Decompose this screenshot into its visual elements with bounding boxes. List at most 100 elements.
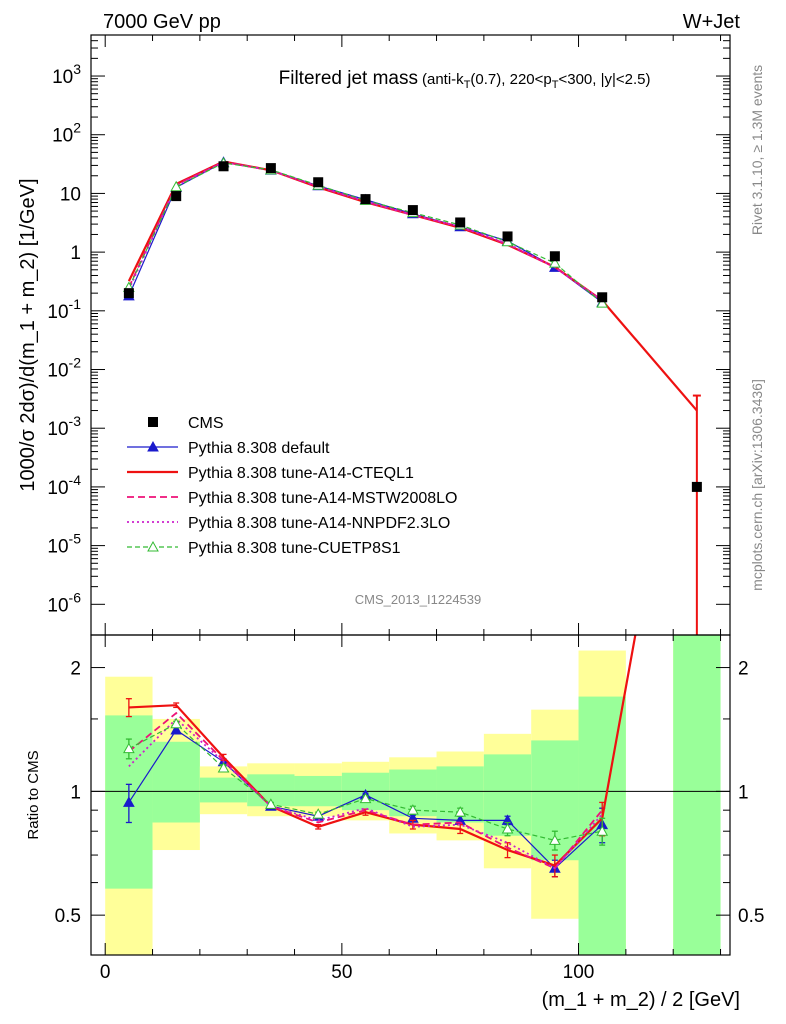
process-label: W+Jet xyxy=(683,11,741,33)
ratio-y-tick-label-left-1: 1 xyxy=(70,782,81,803)
x-tick-label-100: 100 xyxy=(563,962,595,983)
main-line-nnpdf xyxy=(128,161,603,302)
ratio-marker-cuetp8s1-1 xyxy=(170,717,183,729)
y-tick-label-9: 103 xyxy=(52,61,81,88)
chart-title: Filtered jet mass xyxy=(279,68,418,89)
y-tick-label-5: 10-1 xyxy=(47,296,81,323)
y-tick-label-2: 10-4 xyxy=(47,472,81,499)
cms-point-7 xyxy=(455,217,466,228)
ratio-series-mstw xyxy=(128,711,603,870)
legend-item-mstw: Pythia 8.308 tune-A14-MSTW2008LO xyxy=(127,490,457,507)
main-panel-frame xyxy=(90,34,731,636)
ratio-y-tick-label-left-0: 0.5 xyxy=(55,906,81,927)
legend-item-nnpdf: Pythia 8.308 tune-A14-NNPDF2.3LO xyxy=(127,515,450,532)
ratio-band-inner-2 xyxy=(199,777,248,803)
ratio-marker-cuetp8s1-3 xyxy=(265,798,277,809)
main-series-group xyxy=(123,156,702,635)
ratio-series-nnpdf xyxy=(128,717,603,870)
y-tick-label-1: 10-5 xyxy=(47,531,81,558)
cms-point-5 xyxy=(360,194,371,205)
y-tick-label-8: 102 xyxy=(52,120,81,147)
legend-item-default: Pythia 8.308 default xyxy=(127,440,330,457)
x-tick-label-50: 50 xyxy=(331,962,352,983)
title-suffix-part-b: (0.7), 220<p xyxy=(470,71,551,88)
main-marker-cuetp8s1-9 xyxy=(549,257,561,268)
ratio-band-inner-11 xyxy=(673,635,721,955)
cms-point-10 xyxy=(597,292,608,303)
x-tick-label-0: 0 xyxy=(100,962,111,983)
legend-item-cuetp8s1: Pythia 8.308 tune-CUETP8S1 xyxy=(127,540,401,557)
mcplots-label: mcplots.cern.ch [arXiv:1306.3436] xyxy=(749,379,765,591)
ratio-marker-default-1 xyxy=(170,723,183,735)
main-series-cuetp8s1 xyxy=(123,156,609,308)
y-tick-label-4: 10-2 xyxy=(47,355,81,382)
chart-title-suffix: (anti-kT(0.7), 220<pT<300, |y|<2.5) xyxy=(422,71,651,91)
ratio-line-mstw xyxy=(128,711,603,870)
ratio-panel-frame xyxy=(90,634,731,956)
ratio-y-tick-label-left-2: 2 xyxy=(70,659,81,680)
y-tick-label-3: 10-3 xyxy=(47,413,81,440)
legend-label-cteql1: Pythia 8.308 tune-A14-CTEQL1 xyxy=(188,465,414,482)
ratio-band-inner-1 xyxy=(152,741,200,823)
cms-point-2 xyxy=(218,161,229,172)
legend-label-nnpdf: Pythia 8.308 tune-A14-NNPDF2.3LO xyxy=(188,515,450,532)
main-marker-cuetp8s1-10 xyxy=(596,297,609,308)
ratio-y-tick-label-right-1: 1 xyxy=(738,782,749,803)
legend-marker-default xyxy=(147,440,159,452)
ratio-marker-cuetp8s1-9 xyxy=(549,834,561,845)
rivet-version-label: Rivet 3.1.10, ≥ 1.3M events xyxy=(749,65,765,235)
legend-item-cms: CMS xyxy=(148,415,224,432)
main-series-cteql1 xyxy=(127,160,701,635)
legend-item-cteql1: Pythia 8.308 tune-A14-CTEQL1 xyxy=(127,465,414,482)
cms-point-6 xyxy=(407,205,418,216)
main-series-mstw xyxy=(128,160,603,302)
ratio-bands xyxy=(91,635,730,955)
cms-point-3 xyxy=(265,163,276,174)
ratio-marker-cuetp8s1-7 xyxy=(454,806,467,817)
main-series-default xyxy=(123,156,609,307)
y-tick-label-6: 1 xyxy=(70,243,81,264)
ratio-marker-cuetp8s1-0 xyxy=(123,742,135,754)
ratio-marker-cuetp8s1-8 xyxy=(501,822,514,834)
cms-point-0 xyxy=(123,288,134,299)
axes-group: 0 50 100 10-6 10-5 10-4 10-3 10-2 10-1 1 10 102 103 0… xyxy=(47,34,764,983)
y-tick-label-0: 10-6 xyxy=(47,589,81,616)
cms-point-4 xyxy=(313,177,324,188)
ratio-y-tick-label-right-2: 2 xyxy=(738,659,749,680)
ratio-y-tick-label-right-0: 0.5 xyxy=(738,906,764,927)
ratio-series-group xyxy=(123,634,637,878)
ratio-line-nnpdf xyxy=(128,717,603,870)
title-suffix-part-c: <300, |y|<2.5) xyxy=(558,71,650,88)
cms-point-11 xyxy=(691,481,702,492)
main-line-default xyxy=(128,161,603,303)
ratio-marker-cuetp8s1-10 xyxy=(596,825,609,836)
energy-label: 7000 GeV pp xyxy=(103,11,221,33)
legend-label-mstw: Pythia 8.308 tune-A14-MSTW2008LO xyxy=(188,490,457,507)
title-suffix-sub-a: T xyxy=(464,79,471,91)
main-series-nnpdf xyxy=(128,161,603,302)
main-y-axis-label: 1000/σ 2dσ)/d(m_1 + m_2) [1/GeV] xyxy=(17,178,39,491)
legend: CMS Pythia 8.308 default Pythia 8.308 tune… xyxy=(127,415,457,557)
main-line-cteql1 xyxy=(127,160,698,412)
ratio-marker-cuetp8s1-5 xyxy=(359,792,372,804)
main-line-mstw xyxy=(128,160,603,302)
ratio-marker-cuetp8s1-2 xyxy=(217,761,230,773)
legend-marker-cuetp8s1 xyxy=(147,540,159,552)
main-series-cms xyxy=(123,161,702,492)
legend-label-default: Pythia 8.308 default xyxy=(188,440,330,457)
x-axis-label: (m_1 + m_2) / 2 [GeV] xyxy=(542,989,740,1011)
ratio-series-cuetp8s1 xyxy=(123,717,609,851)
legend-label-cms: CMS xyxy=(188,415,224,432)
cms-point-8 xyxy=(502,231,513,242)
title-suffix-part-a: (anti-k xyxy=(422,71,464,88)
legend-label-cuetp8s1: Pythia 8.308 tune-CUETP8S1 xyxy=(188,540,401,557)
ratio-marker-default-0 xyxy=(123,796,135,807)
analysis-watermark: CMS_2013_I1224539 xyxy=(355,592,482,607)
ratio-marker-cuetp8s1-4 xyxy=(312,808,325,819)
y-tick-label-7: 10 xyxy=(60,184,81,205)
main-marker-cuetp8s1-1 xyxy=(170,180,183,192)
cms-point-9 xyxy=(549,251,560,262)
ratio-marker-cuetp8s1-6 xyxy=(407,804,419,815)
main-line-cuetp8s1 xyxy=(128,162,603,304)
